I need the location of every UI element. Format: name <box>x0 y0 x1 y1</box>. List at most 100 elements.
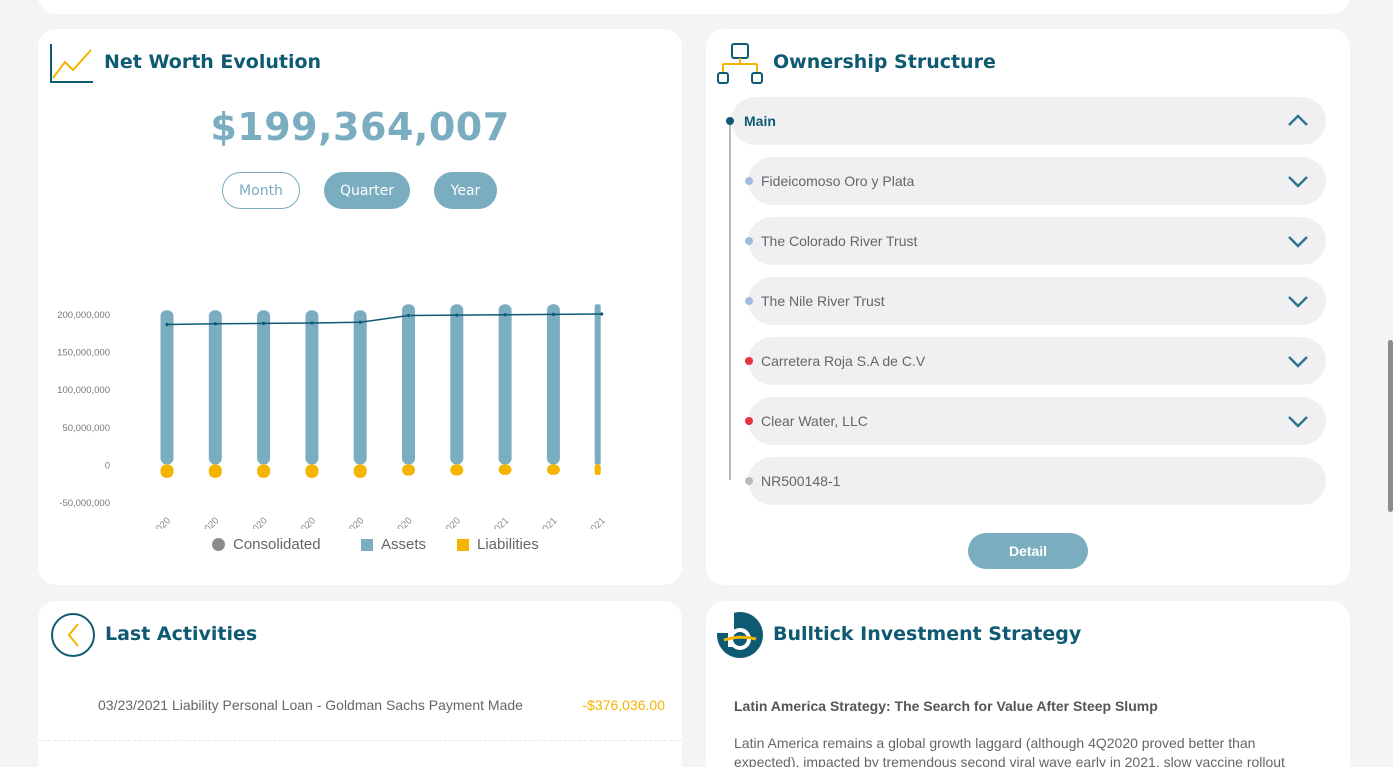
y-tick-label: 200,000,000 <box>57 310 110 321</box>
x-tick-label: Oct 2020 <box>331 515 366 529</box>
liabilities-bar <box>160 464 174 478</box>
line-chart-icon <box>50 44 93 83</box>
entity-node-dot <box>745 417 753 425</box>
consolidated-point <box>310 321 314 325</box>
consolidated-point <box>600 312 604 316</box>
owner-entity-label: NR500148-1 <box>761 473 841 489</box>
period-quarter-button[interactable]: Quarter <box>324 172 410 209</box>
chevron-down-icon[interactable] <box>1286 409 1310 433</box>
activities-title: Last Activities <box>105 623 258 645</box>
net-worth-chart: 200,000,000 150,000,000 100,000,000 50,000,… <box>57 304 608 529</box>
strategy-card <box>706 601 1350 767</box>
y-tick-label: 0 <box>105 460 110 471</box>
legend-liabilities: Liabilities <box>457 536 539 553</box>
consolidated-point <box>455 313 459 317</box>
chevron-down-icon[interactable] <box>1286 289 1310 313</box>
liabilities-bar <box>402 464 415 476</box>
entity-node-dot <box>745 297 753 305</box>
assets-bar <box>208 310 222 465</box>
owner-entity-row[interactable]: NR500148-1 <box>748 457 1326 505</box>
assets-bar <box>498 304 512 465</box>
assets-bar <box>257 310 271 465</box>
entity-node-dot <box>745 357 753 365</box>
period-month-button[interactable]: Month <box>222 172 300 209</box>
chevron-up-icon[interactable] <box>1286 109 1310 133</box>
consolidated-point <box>262 321 266 325</box>
owner-entity-row[interactable]: Fideicomoso Oro y Plata <box>748 157 1326 205</box>
owner-entity-row[interactable]: Clear Water, LLC <box>748 397 1326 445</box>
page-scrollbar[interactable] <box>1388 340 1393 512</box>
legend-assets-label: Assets <box>381 536 427 553</box>
org-structure-icon <box>717 43 763 84</box>
consolidated-point <box>406 313 411 318</box>
liabilities-bar <box>546 464 560 475</box>
strategy-body: Latin America remains a global growth la… <box>734 735 1285 767</box>
net-worth-title: Net Worth Evolution <box>104 51 322 73</box>
entity-node-dot <box>745 177 753 185</box>
owner-entity-label: Carretera Roja S.A de C.V <box>761 353 926 369</box>
x-tick-label: Feb 2021 <box>523 515 559 529</box>
consolidated-point <box>503 313 507 317</box>
liabilities-bar <box>257 464 271 478</box>
assets-bar <box>305 310 319 465</box>
legend-consolidated-label: Consolidated <box>233 536 321 553</box>
activity-row[interactable]: 03/23/2021 Liability Personal Loan - Gol… <box>38 683 682 741</box>
consolidated-line <box>166 313 602 326</box>
liabilities-swatch <box>457 538 469 551</box>
assets-swatch <box>361 538 373 551</box>
strategy-title: Bulltick Investment Strategy <box>773 623 1082 645</box>
x-tick-label: Sep 2020 <box>281 515 318 529</box>
y-tick-label: 100,000,000 <box>57 385 110 396</box>
activities-card <box>38 601 682 767</box>
owner-main-row[interactable]: Main <box>731 97 1326 145</box>
legend-consolidated: Consolidated <box>212 536 321 553</box>
x-tick-label: Mar 2021 <box>572 515 608 529</box>
entity-node-dot <box>745 477 753 485</box>
period-year-button[interactable]: Year <box>434 172 497 209</box>
ownership-title: Ownership Structure <box>773 51 996 73</box>
chevron-down-icon[interactable] <box>1286 349 1310 373</box>
entity-node-dot <box>745 237 753 245</box>
assets-bar <box>160 310 174 465</box>
owner-entity-label: The Nile River Trust <box>761 293 885 309</box>
owner-main-label: Main <box>744 113 776 129</box>
owner-entity-label: Fideicomoso Oro y Plata <box>761 173 915 189</box>
strategy-heading[interactable]: Latin America Strategy: The Search for V… <box>734 698 1158 714</box>
owner-entity-row[interactable]: The Colorado River Trust <box>748 217 1326 265</box>
consolidated-point <box>165 322 169 327</box>
consolidated-point <box>213 322 217 326</box>
x-tick-label: Jan 2021 <box>476 515 511 529</box>
detail-button[interactable]: Detail <box>968 533 1088 569</box>
y-tick-label: 50,000,000 <box>62 423 110 434</box>
assets-bar <box>402 304 415 465</box>
liabilities-bar <box>450 464 464 476</box>
net-worth-total: $199,364,007 <box>210 105 510 149</box>
bulltick-logo-icon <box>716 609 763 658</box>
legend-liabilities-label: Liabilities <box>477 536 539 553</box>
assets-bar <box>353 310 367 465</box>
owner-entity-label: Clear Water, LLC <box>761 413 868 429</box>
owner-entity-row[interactable]: Carretera Roja S.A de C.V <box>748 337 1326 385</box>
x-tick-label: Dec 2020 <box>426 515 463 529</box>
main-node-dot <box>726 117 734 125</box>
owner-entity-row[interactable]: The Nile River Trust <box>748 277 1326 325</box>
activity-text: 03/23/2021 Liability Personal Loan - Gol… <box>98 697 523 713</box>
y-tick-label: 150,000,000 <box>57 348 110 359</box>
liabilities-bar <box>305 464 319 478</box>
consolidated-point <box>358 320 362 324</box>
liabilities-bar <box>498 464 512 475</box>
x-tick-label: Jun 2020 <box>138 515 173 529</box>
chevron-down-icon[interactable] <box>1286 229 1310 253</box>
chevron-down-icon[interactable] <box>1286 169 1310 193</box>
liabilities-bar <box>594 464 601 475</box>
y-tick-label: -50,000,000 <box>59 498 110 509</box>
liabilities-bar <box>353 464 367 478</box>
consolidated-swatch <box>212 538 225 551</box>
net-worth-card: Net Worth Evolution $199,364,007 Month Q… <box>38 29 682 585</box>
assets-bar <box>546 304 560 465</box>
assets-bar <box>450 304 464 465</box>
legend-assets: Assets <box>361 536 426 553</box>
assets-bar <box>594 304 601 465</box>
activity-amount: -$376,036.00 <box>582 697 665 713</box>
x-tick-label: Nov 2020 <box>378 515 415 529</box>
